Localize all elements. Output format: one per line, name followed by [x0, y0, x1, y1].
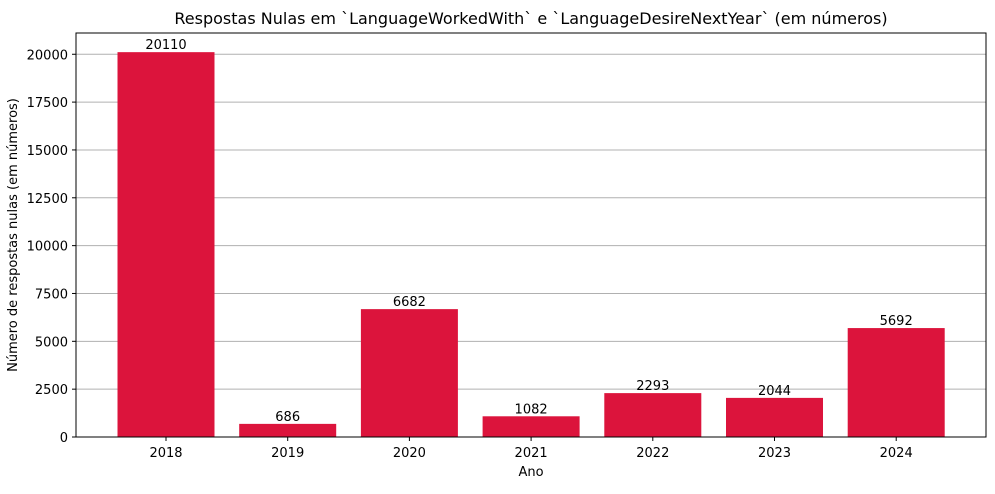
- bars: [117, 52, 945, 438]
- bar-2023: [726, 397, 823, 437]
- y-tick-label: 20000: [27, 48, 68, 63]
- data-labels: 20110 686 6682 1082 2293 2044 5692: [145, 38, 912, 425]
- y-tick-label: 12500: [27, 192, 68, 207]
- y-axis-label: Número de respostas nulas (em números): [6, 98, 21, 372]
- grid-lines: [76, 53, 986, 390]
- y-tick-label: 15000: [27, 144, 68, 159]
- x-tick-label-2021: 2021: [515, 446, 548, 461]
- y-tick-label: 2500: [35, 383, 68, 398]
- y-tick-label: 5000: [35, 335, 68, 350]
- x-tick-label-2020: 2020: [393, 446, 426, 461]
- x-tick-label-2024: 2024: [880, 446, 913, 461]
- bar-2024: [847, 328, 945, 437]
- y-axis-ticks: 0 2500 5000 7500 10000 12500 15000 17500 20000: [27, 48, 76, 446]
- bar-2022: [604, 393, 702, 437]
- y-tick-label: 0: [60, 431, 68, 446]
- x-tick-label-2019: 2019: [271, 446, 304, 461]
- data-label-2024: 5692: [880, 314, 913, 329]
- bar-2019: [239, 423, 337, 437]
- y-tick-label: 10000: [27, 240, 68, 255]
- data-label-2022: 2293: [636, 379, 669, 394]
- bar-2021: [482, 416, 580, 437]
- y-tick-label: 17500: [27, 96, 68, 111]
- bar-2020: [360, 309, 458, 437]
- bar-2018: [117, 52, 215, 438]
- data-label-2020: 6682: [393, 295, 426, 310]
- x-tick-label-2022: 2022: [636, 446, 669, 461]
- data-label-2019: 686: [275, 410, 300, 425]
- x-axis-ticks: 2018 2019 2020 2021 2022 2023 2024: [149, 437, 913, 461]
- data-label-2021: 1082: [515, 402, 548, 417]
- data-label-2018: 20110: [145, 38, 186, 53]
- x-tick-label-2023: 2023: [758, 446, 791, 461]
- data-label-2023: 2044: [758, 384, 791, 399]
- x-tick-label-2018: 2018: [149, 446, 182, 461]
- x-axis-label: Ano: [518, 465, 543, 480]
- chart-title: Respostas Nulas em `LanguageWorkedWith` …: [174, 9, 887, 28]
- y-tick-label: 7500: [35, 287, 68, 302]
